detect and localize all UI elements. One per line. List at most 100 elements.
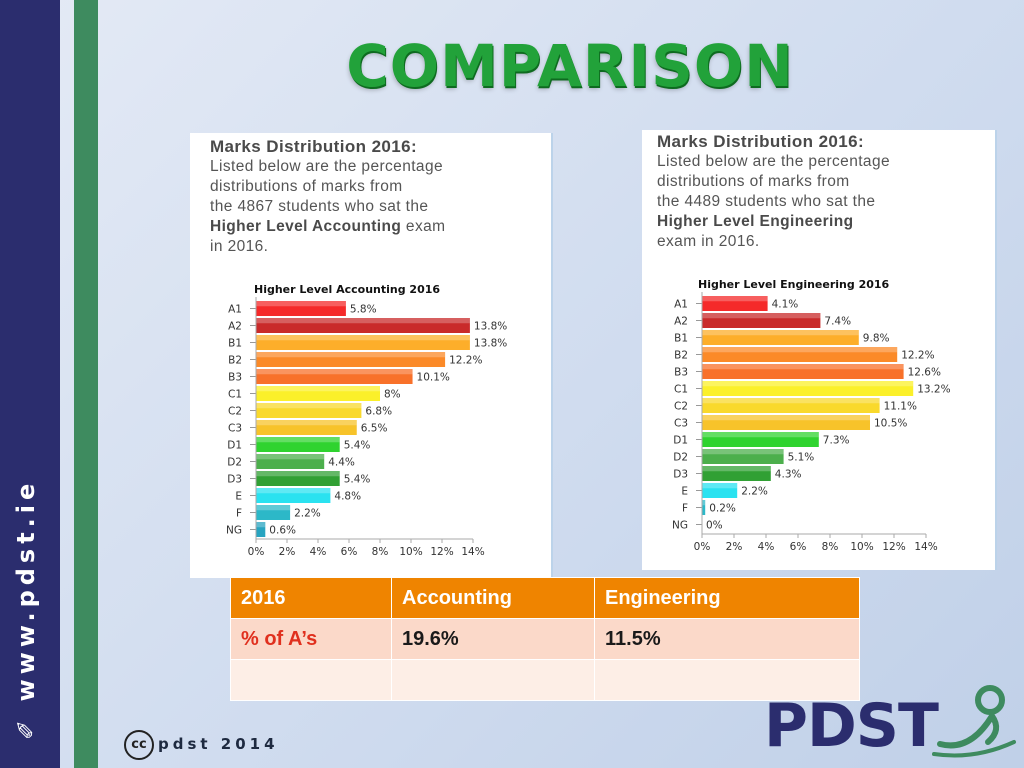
bar [256,369,413,384]
bar [256,488,331,503]
bar [256,505,291,520]
value-label: 6.8% [365,406,392,418]
desc-line: the 4867 students who sat the [210,198,429,215]
exam-name: Higher Level Engineering [657,213,854,230]
bar-highlight [702,483,738,489]
category-label: E [235,491,242,503]
bar [256,471,340,486]
table-row: % of A’s 19.6% 11.5% [230,618,860,660]
bar [702,330,859,345]
category-label: C2 [674,401,688,413]
table-header-cell: 2016 [230,577,392,619]
category-label: D1 [227,440,242,452]
x-tick-label: 2% [726,541,743,553]
bar [256,386,380,401]
bar [256,522,266,537]
panel-frame [190,133,553,578]
bar-highlight [702,364,904,370]
value-label: 13.2% [917,384,950,396]
category-label: D3 [227,474,242,486]
slide-title: COMPARISON [346,32,794,100]
bar [256,420,357,435]
value-label: 12.2% [901,350,934,362]
value-label: 4.8% [334,491,361,503]
pdst-logo-mark-icon [932,685,1016,758]
bar [702,364,904,379]
desc-line: distributions of marks from [210,178,403,195]
category-label: B3 [228,372,242,384]
site-url-vertical: ✐ www.pdst.ie [12,478,40,740]
table-cell [391,659,595,701]
engineering-panel: Marks Distribution 2016: Listed below ar… [642,130,997,570]
bar [702,500,706,515]
value-label: 12.6% [908,367,941,379]
accounting-description: Marks Distribution 2016: Listed below ar… [210,137,545,257]
category-label: E [681,486,688,498]
value-label: 5.8% [350,304,377,316]
desc-line: the 4489 students who sat the [657,193,876,210]
value-label: 13.8% [474,321,507,333]
bar-highlight [256,301,346,307]
bar-highlight [702,500,706,506]
bar [702,415,870,430]
bar [702,483,738,498]
pdst-logo: PDST [764,691,939,761]
x-tick-label: 14% [914,541,937,553]
engineering-description: Marks Distribution 2016: Listed below ar… [657,132,992,252]
bar-highlight [256,420,357,426]
bar [702,313,821,328]
x-tick-label: 10% [399,546,422,558]
bar-highlight [256,352,446,358]
category-label: D2 [673,452,688,464]
footer-text: pdst 2014 [158,735,279,753]
x-tick-label: 0% [248,546,265,558]
desc-line: in 2016. [210,238,269,255]
value-label: 8% [384,389,401,401]
category-label: F [682,503,688,515]
value-label: 7.4% [824,316,851,328]
table-cell [594,659,860,701]
bar-highlight [256,454,325,460]
x-tick-label: 2% [279,546,296,558]
value-label: 10.5% [874,418,907,430]
bar [702,432,819,447]
category-label: D3 [673,469,688,481]
bar-highlight [702,381,914,387]
exam-name: Higher Level Accounting [210,218,402,235]
category-label: C2 [228,406,242,418]
value-label: 10.1% [417,372,450,384]
engineering-bar-chart: Higher Level Engineering 2016 A1 4.1% A2 7.4… [672,278,951,553]
category-label: B3 [674,367,688,379]
panel-heading: Marks Distribution 2016: [657,132,865,151]
category-label: A2 [228,321,242,333]
category-label: A1 [674,299,688,311]
value-label: 13.8% [474,338,507,350]
value-label: 4.4% [328,457,355,469]
bar-highlight [256,369,413,375]
desc-line: Listed below are the percentage [657,153,890,170]
desc-line: distributions of marks from [657,173,850,190]
desc-line: exam in 2016. [657,233,760,250]
sidebar-green-band [74,0,98,768]
x-tick-label: 0% [694,541,711,553]
bar-highlight [702,432,819,438]
bar-highlight [256,471,340,477]
value-label: 11.1% [884,401,917,413]
bar-highlight [256,318,470,324]
x-tick-label: 12% [882,541,905,553]
bar-highlight [256,488,331,494]
value-label: 5.1% [788,452,815,464]
bar-highlight [702,398,880,404]
category-label: B2 [228,355,242,367]
category-label: C3 [228,423,242,435]
bar [256,454,325,469]
x-tick-label: 6% [790,541,807,553]
category-label: A2 [674,316,688,328]
category-label: D1 [673,435,688,447]
accounting-bar-chart: Higher Level Accounting 2016 A1 5.8% A2 13.8… [226,283,507,558]
bar-highlight [702,466,771,472]
category-label: C1 [228,389,242,401]
bar [702,398,880,413]
panel-frame [642,130,997,570]
category-label: C3 [674,418,688,430]
